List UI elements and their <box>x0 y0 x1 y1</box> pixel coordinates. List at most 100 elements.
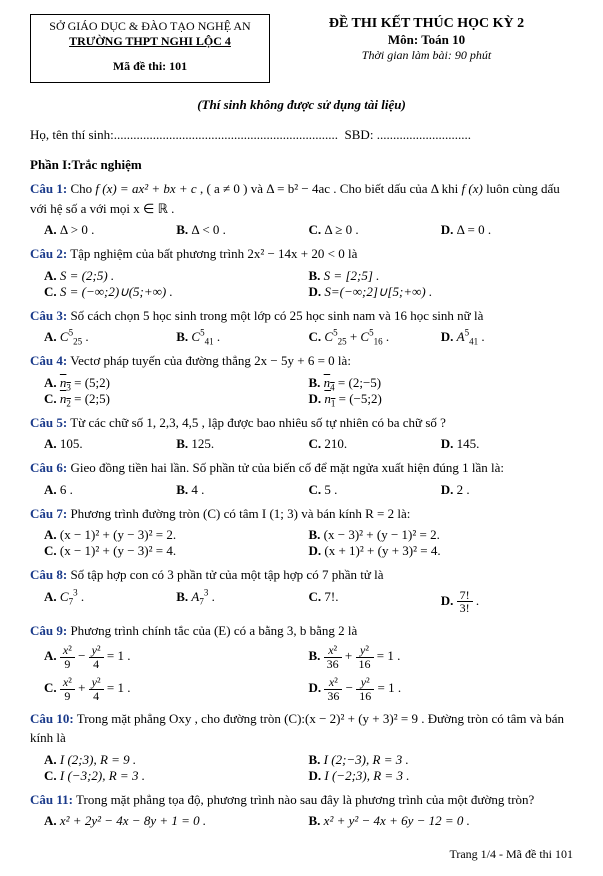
q2-text: Tập nghiệm của bất phương trình 2x² − 14… <box>67 246 357 261</box>
q8-opt-c: C. 7!. <box>309 589 441 615</box>
part1-title: Phần I:Trắc nghiệm <box>30 157 573 173</box>
q8-label: Câu 8: <box>30 567 67 582</box>
q1-t3: luôn cùng dấu <box>483 181 560 196</box>
q1-line2: với hệ số a với mọi x ∈ ℝ . <box>30 201 174 216</box>
q2-opt-b: B. S = [2;5] . <box>309 268 574 284</box>
q9-text: Phương trình chính tắc của (E) có a bằng… <box>67 623 357 638</box>
q3-opt-d: D. A541 . <box>441 329 573 345</box>
q5-opt-d: D. 145. <box>441 436 573 452</box>
dept-label: SỞ GIÁO DỤC & ĐÀO TẠO NGHỆ AN <box>41 19 259 34</box>
school-name: TRƯỜNG THPT NGHI LỘC 4 <box>41 34 259 49</box>
question-4: Câu 4: Vectơ pháp tuyến của đường thẳng … <box>30 351 573 371</box>
q8-opt-d: D. 7!3! . <box>441 589 573 615</box>
exam-subject: Môn: Toán 10 <box>280 32 573 48</box>
exam-title: ĐỀ THI KẾT THÚC HỌC KỲ 2 <box>280 16 573 32</box>
q4-opt-b: B. n4 = (2;−5) <box>309 375 574 391</box>
q6-label: Câu 6: <box>30 460 67 475</box>
q2-options: A. S = (2;5) . B. S = [2;5] . C. S = (−∞… <box>44 268 573 300</box>
name-line: Họ, tên thí sinh:.......................… <box>30 127 573 143</box>
q3-opt-b: B. C541 . <box>176 329 308 345</box>
name-dots: ........................................… <box>114 127 338 142</box>
q9-opt-a: A. x²9 − y²4 = 1 . <box>44 644 309 670</box>
q1-t2: , ( a ≠ 0 ) và Δ = b² − 4ac . Cho biết d… <box>197 181 462 196</box>
sbd-dots: ............................. <box>377 127 471 142</box>
q11-text: Trong mặt phẳng tọa độ, phương trình nào… <box>73 792 534 807</box>
q6-opt-b: B. 4 . <box>176 482 308 498</box>
q1-opt-c: C. Δ ≥ 0 . <box>309 222 441 238</box>
q7-label: Câu 7: <box>30 506 67 521</box>
q8-opt-a: A. C73 . <box>44 589 176 615</box>
question-9: Câu 9: Phương trình chính tắc của (E) có… <box>30 621 573 641</box>
q10-opt-d: D. I (−2;3), R = 3 . <box>309 768 574 784</box>
q6-text: Gieo đồng tiền hai lần. Số phần tử của b… <box>67 460 504 475</box>
q7-text: Phương trình đường tròn (C) có tâm I (1;… <box>67 506 410 521</box>
question-3: Câu 3: Số cách chọn 5 học sinh trong một… <box>30 306 573 326</box>
question-1: Câu 1: Cho f (x) = ax² + bx + c , ( a ≠ … <box>30 179 573 218</box>
q5-options: A. 105. B. 125. C. 210. D. 145. <box>44 436 573 452</box>
q2-opt-c: C. S = (−∞;2)∪(5;+∞) . <box>44 284 309 300</box>
question-5: Câu 5: Từ các chữ số 1, 2,3, 4,5 , lập đ… <box>30 413 573 433</box>
q3-text: Số cách chọn 5 học sinh trong một lớp có… <box>67 308 483 323</box>
q1-fx2: f (x) <box>462 181 483 196</box>
exam-time: Thời gian làm bài: 90 phút <box>280 48 573 63</box>
q1-opt-a: A. Δ > 0 . <box>44 222 176 238</box>
q5-opt-c: C. 210. <box>309 436 441 452</box>
q4-opt-d: D. n1 = (−5;2) <box>309 391 574 407</box>
q8-options: A. C73 . B. A73 . C. 7!. D. 7!3! . <box>44 589 573 615</box>
q7-options: A. (x − 1)² + (y − 3)² = 2. B. (x − 3)² … <box>44 527 573 559</box>
q3-options: A. C525 . B. C541 . C. C525 + C516 . D. … <box>44 329 573 345</box>
q10-label: Câu 10: <box>30 711 74 726</box>
q4-label: Câu 4: <box>30 353 67 368</box>
q1-opt-b: B. Δ < 0 . <box>176 222 308 238</box>
q10-opt-c: C. I (−3;2), R = 3 . <box>44 768 309 784</box>
q11-options: A. x² + 2y² − 4x − 8y + 1 = 0 . B. x² + … <box>44 813 573 829</box>
header-right: ĐỀ THI KẾT THÚC HỌC KỲ 2 Môn: Toán 10 Th… <box>280 14 573 83</box>
q10-t1: Trong mặt phẳng Oxy , cho đường tròn (C)… <box>74 711 564 726</box>
q2-opt-d: D. S=(−∞;2]∪[5;+∞) . <box>309 284 574 300</box>
q1-options: A. Δ > 0 . B. Δ < 0 . C. Δ ≥ 0 . D. Δ = … <box>44 222 573 238</box>
q4-opt-a: A. n3 = (5;2) <box>44 375 309 391</box>
note: (Thí sinh không được sử dụng tài liệu) <box>30 97 573 113</box>
q7-opt-b: B. (x − 3)² + (y − 1)² = 2. <box>309 527 574 543</box>
q10-opt-a: A. I (2;3), R = 9 . <box>44 752 309 768</box>
q3-opt-a: A. C525 . <box>44 329 176 345</box>
q9-opt-b: B. x²36 + y²16 = 1 . <box>309 644 574 670</box>
q1-opt-d: D. Δ = 0 . <box>441 222 573 238</box>
q5-label: Câu 5: <box>30 415 67 430</box>
page-footer: Trang 1/4 - Mã đề thi 101 <box>30 847 573 862</box>
question-10: Câu 10: Trong mặt phẳng Oxy , cho đường … <box>30 709 573 748</box>
question-11: Câu 11: Trong mặt phẳng tọa độ, phương t… <box>30 790 573 810</box>
q11-label: Câu 11: <box>30 792 73 807</box>
q6-opt-a: A. 6 . <box>44 482 176 498</box>
q3-label: Câu 3: <box>30 308 67 323</box>
q7-opt-a: A. (x − 1)² + (y − 3)² = 2. <box>44 527 309 543</box>
q4-opt-c: C. n2 = (2;5) <box>44 391 309 407</box>
q2-label: Câu 2: <box>30 246 67 261</box>
q9-options: A. x²9 − y²4 = 1 . B. x²36 + y²16 = 1 . … <box>44 644 573 702</box>
question-2: Câu 2: Tập nghiệm của bất phương trình 2… <box>30 244 573 264</box>
q5-text: Từ các chữ số 1, 2,3, 4,5 , lập được bao… <box>67 415 446 430</box>
q7-opt-c: C. (x − 1)² + (y − 3)² = 4. <box>44 543 309 559</box>
q2-opt-a: A. S = (2;5) . <box>44 268 309 284</box>
q11-opt-a: A. x² + 2y² − 4x − 8y + 1 = 0 . <box>44 813 309 829</box>
name-prefix: Họ, tên thí sinh: <box>30 127 114 142</box>
q5-opt-a: A. 105. <box>44 436 176 452</box>
q8-text: Số tập hợp con có 3 phần tử của một tập … <box>67 567 383 582</box>
q8-opt-b: B. A73 . <box>176 589 308 615</box>
header: SỞ GIÁO DỤC & ĐÀO TẠO NGHỆ AN TRƯỜNG THP… <box>30 14 573 83</box>
sbd-label: SBD: <box>345 127 377 142</box>
q1-fx: f (x) = ax² + bx + c <box>95 181 196 196</box>
q6-opt-d: D. 2 . <box>441 482 573 498</box>
q10-line2: kính là <box>30 730 66 745</box>
q4-options: A. n3 = (5;2) B. n4 = (2;−5) C. n2 = (2;… <box>44 375 573 407</box>
q10-options: A. I (2;3), R = 9 . B. I (2;−3), R = 3 .… <box>44 752 573 784</box>
q6-options: A. 6 . B. 4 . C. 5 . D. 2 . <box>44 482 573 498</box>
q1-label: Câu 1: <box>30 181 67 196</box>
q9-opt-d: D. x²36 − y²16 = 1 . <box>309 676 574 702</box>
question-8: Câu 8: Số tập hợp con có 3 phần tử của m… <box>30 565 573 585</box>
q9-opt-c: C. x²9 + y²4 = 1 . <box>44 676 309 702</box>
q4-text: Vectơ pháp tuyến của đường thẳng 2x − 5y… <box>67 353 351 368</box>
exam-code: Mã đề thi: 101 <box>41 59 259 74</box>
q5-opt-b: B. 125. <box>176 436 308 452</box>
q7-opt-d: D. (x + 1)² + (y + 3)² = 4. <box>309 543 574 559</box>
